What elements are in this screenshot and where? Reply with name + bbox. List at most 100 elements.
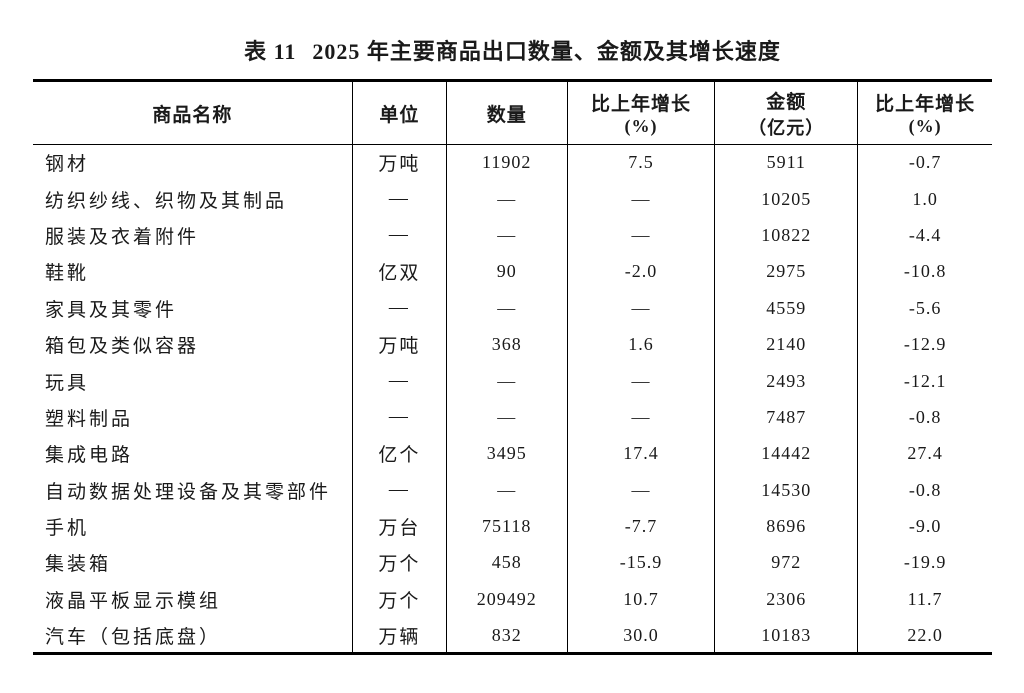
- amount-growth-cell: 27.4: [857, 435, 992, 473]
- amount-growth-cell: -10.8: [857, 253, 992, 291]
- header-commodity-name: 商品名称: [33, 80, 353, 145]
- commodity-name-cell: 家具及其零件: [45, 299, 178, 321]
- amount-growth-cell: -4.4: [857, 217, 992, 254]
- quantity-cell: —: [445, 399, 568, 436]
- table-row: 纺织纱线、织物及其制品 — — — 10205 1.0: [33, 180, 992, 218]
- header-row: 商品名称 单位 数量 比上年增长 (%) 金额 （亿元）: [33, 80, 992, 145]
- unit-cell: —: [351, 217, 447, 254]
- table-title: 表 11 2025 年主要商品出口数量、金额及其增长速度: [33, 34, 992, 66]
- header-sublabel: (%): [908, 116, 942, 136]
- quantity-cell: —: [445, 180, 568, 218]
- quantity-cell: 368: [445, 326, 568, 363]
- commodity-export-table: 商品名称 单位 数量 比上年增长 (%) 金额 （亿元）: [33, 79, 992, 656]
- amount-growth-cell: 11.7: [857, 581, 992, 618]
- commodity-name-cell: 玩具: [45, 372, 90, 394]
- table-row: 鞋靴 亿双 90 -2.0 2975 -10.8: [33, 253, 992, 291]
- amount-cell: 10183: [714, 617, 858, 654]
- amount-growth-cell: -9.0: [857, 508, 992, 545]
- amount-growth-cell: -0.7: [857, 144, 992, 181]
- header-amount: 金额 （亿元）: [714, 80, 858, 145]
- amount-cell: 14442: [714, 435, 858, 473]
- unit-cell: —: [351, 399, 447, 436]
- quantity-growth-cell: 7.5: [566, 144, 715, 181]
- table-number: 表 11: [244, 39, 297, 64]
- table-row: 液晶平板显示模组 万个 209492 10.7 2306 11.7: [33, 581, 992, 618]
- table-row: 手机 万台 75118 -7.7 8696 -9.0: [33, 508, 992, 545]
- quantity-cell: —: [445, 472, 568, 509]
- commodity-name-cell: 手机: [45, 518, 90, 540]
- amount-cell: 7487: [714, 399, 858, 436]
- unit-cell: 万台: [351, 508, 447, 545]
- unit-cell: 万辆: [351, 617, 447, 654]
- commodity-name-cell: 服装及衣着附件: [45, 226, 200, 248]
- header-label: 单位: [379, 104, 420, 126]
- quantity-growth-cell: 1.6: [566, 326, 715, 363]
- table-row: 家具及其零件 — — — 4559 -5.6: [33, 290, 992, 327]
- quantity-cell: —: [445, 362, 568, 400]
- quantity-growth-cell: -7.7: [566, 508, 715, 545]
- quantity-cell: 209492: [445, 581, 568, 618]
- amount-cell: 8696: [714, 508, 858, 545]
- header-label: 比上年增长: [875, 94, 976, 115]
- table-row: 汽车（包括底盘） 万辆 832 30.0 10183 22.0: [33, 617, 992, 654]
- amount-growth-cell: 22.0: [857, 617, 992, 654]
- header-quantity-growth: 比上年增长 (%): [566, 80, 715, 145]
- commodity-name-cell: 集装箱: [45, 554, 112, 576]
- amount-cell: 4559: [714, 290, 858, 327]
- quantity-growth-cell: -2.0: [566, 253, 715, 291]
- table-row: 塑料制品 — — — 7487 -0.8: [33, 399, 992, 436]
- amount-cell: 2975: [714, 253, 858, 291]
- amount-cell: 5911: [714, 144, 858, 181]
- unit-cell: —: [351, 290, 447, 327]
- amount-cell: 972: [714, 544, 858, 582]
- quantity-cell: —: [445, 217, 568, 254]
- amount-cell: 14530: [714, 472, 858, 509]
- quantity-cell: —: [445, 290, 568, 327]
- unit-cell: 亿个: [351, 435, 447, 473]
- unit-cell: —: [351, 472, 447, 509]
- amount-cell: 10205: [714, 180, 858, 218]
- quantity-cell: 90: [445, 253, 568, 291]
- header-sublabel: （亿元）: [748, 117, 825, 138]
- header-unit: 单位: [351, 80, 447, 145]
- quantity-growth-cell: -15.9: [566, 544, 715, 582]
- quantity-growth-cell: —: [566, 399, 715, 436]
- commodity-name-cell: 自动数据处理设备及其零部件: [45, 481, 332, 503]
- quantity-growth-cell: —: [566, 217, 715, 254]
- quantity-growth-cell: —: [566, 290, 715, 327]
- commodity-name-cell: 钢材: [45, 154, 90, 176]
- quantity-cell: 458: [445, 544, 568, 582]
- amount-growth-cell: -0.8: [857, 472, 992, 509]
- unit-cell: 亿双: [351, 253, 447, 291]
- unit-cell: 万吨: [351, 326, 447, 363]
- table-row: 自动数据处理设备及其零部件 — — — 14530 -0.8: [33, 472, 992, 509]
- quantity-cell: 75118: [445, 508, 568, 545]
- quantity-cell: 3495: [445, 435, 568, 473]
- table-row: 玩具 — — — 2493 -12.1: [33, 362, 992, 400]
- table-row: 钢材 万吨 11902 7.5 5911 -0.7: [33, 144, 992, 181]
- table-container: 表 11 2025 年主要商品出口数量、金额及其增长速度 商品名称 单位: [33, 34, 992, 656]
- commodity-name-cell: 纺织纱线、织物及其制品: [45, 190, 288, 212]
- quantity-cell: 832: [445, 617, 568, 654]
- header-label: 比上年增长: [590, 94, 691, 115]
- quantity-growth-cell: 17.4: [566, 435, 715, 473]
- quantity-growth-cell: —: [566, 472, 715, 509]
- table-caption: 2025 年主要商品出口数量、金额及其增长速度: [312, 39, 781, 64]
- commodity-name-cell: 液晶平板显示模组: [45, 590, 222, 612]
- header-amount-growth: 比上年增长 (%): [857, 80, 992, 145]
- amount-growth-cell: -5.6: [857, 290, 992, 327]
- header-label: 商品名称: [152, 104, 233, 126]
- unit-cell: 万个: [351, 544, 447, 582]
- header-sublabel: (%): [624, 116, 658, 136]
- amount-cell: 2140: [714, 326, 858, 363]
- commodity-name-cell: 塑料制品: [45, 408, 134, 430]
- header-quantity: 数量: [445, 80, 568, 145]
- amount-cell: 2306: [714, 581, 858, 618]
- table-row: 集成电路 亿个 3495 17.4 14442 27.4: [33, 435, 992, 473]
- unit-cell: 万个: [351, 581, 447, 618]
- amount-cell: 10822: [714, 217, 858, 254]
- unit-cell: —: [351, 180, 447, 218]
- unit-cell: 万吨: [351, 144, 447, 181]
- table-row: 箱包及类似容器 万吨 368 1.6 2140 -12.9: [33, 326, 992, 363]
